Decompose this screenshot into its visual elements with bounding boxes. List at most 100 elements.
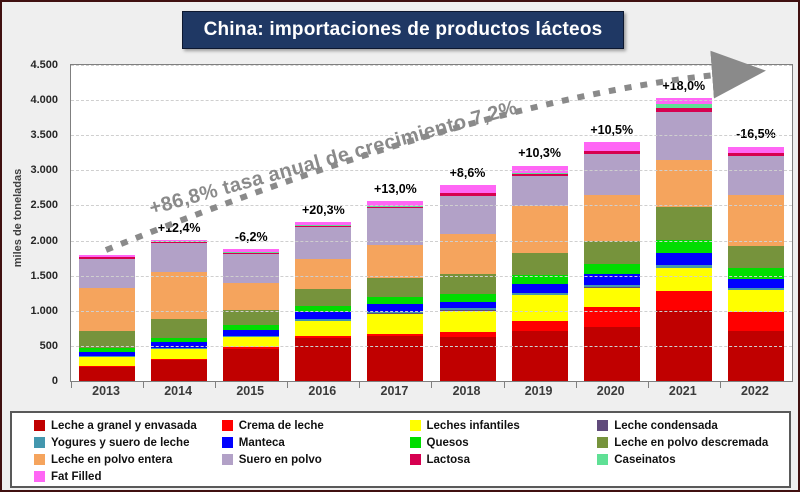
gridline [71,65,792,66]
bar-segment [511,275,568,285]
x-axis-tick [143,382,145,388]
x-axis-label: 2021 [668,384,697,398]
bar-segment [511,321,568,331]
legend-label: Fat Filled [51,470,102,483]
bar-segment [367,304,424,312]
bar-segment [439,308,496,311]
bar-segment [439,273,496,295]
legend-label: Lactosa [426,453,470,466]
y-axis-tick-label: 0 [51,375,58,387]
growth-label: +12,4% [157,220,201,235]
x-axis-tick [359,382,361,388]
x-axis-label: 2022 [740,384,769,398]
legend-label: Crema de leche [238,419,324,432]
bar-segment [655,291,712,311]
y-axis-title: miles de toneladas [12,168,24,268]
x-axis-label: 2016 [308,384,337,398]
bar-segment [655,310,712,381]
bar-segment [439,301,496,309]
bar-segment [151,349,208,359]
growth-label: +10,3% [518,146,561,161]
bar-segment [367,208,424,245]
bar-segment [79,367,136,381]
x-axis-label: 2013 [92,384,120,398]
bar-segment [223,330,280,337]
stacked-bar-2019 [511,165,568,381]
bar-segment [439,310,496,332]
legend-item: Crema de leche [221,417,410,434]
legend-item: Fat Filled [34,468,222,485]
bar-segment [79,330,136,349]
bar-segment [727,153,784,157]
bar-segment [223,336,280,337]
gridline [71,345,792,347]
legend-swatch [34,471,45,482]
y-axis-tick-label: 500 [39,339,58,352]
bars-container: +12,4% -6,2% +20,3% +13,0% +8,6% +10,3% +10,5%… [71,65,792,388]
legend-item: Quesos [409,434,598,451]
bar-segment [511,252,568,276]
legend-swatch [34,420,45,431]
x-axis-tick [647,382,649,388]
legend-swatch [597,454,609,465]
bar-segment [223,310,280,326]
bar-slot-2013 [71,65,143,388]
x-axis-label: 2017 [380,384,409,398]
bar-segment [295,226,352,259]
legend-label: Leche condensada [614,419,718,432]
bar-segment [655,252,712,266]
bar-segment [151,359,208,381]
legend-item: Lactosa [409,451,598,468]
y-axis-tick-label: 2.000 [30,234,58,247]
bar-segment [583,141,640,152]
legend-item: Leche en polvo descremada [597,434,785,451]
bar-segment [439,184,496,193]
growth-label: +13,0% [374,181,417,196]
x-axis-label: 2019 [524,384,553,398]
legend-item: Manteca [221,434,410,451]
bar-segment [583,264,640,274]
bar-slot-2016: +20,3% [287,65,359,388]
bar-segment [583,194,640,242]
bar-segment [655,160,712,207]
bar-segment [727,268,784,279]
bar-segment [223,252,280,254]
bar-segment [223,337,280,347]
bar-segment [727,288,784,291]
legend-swatch [597,437,609,448]
bar-segment [151,242,208,272]
bar-segment [511,205,568,253]
bar-segment [655,206,712,241]
x-axis-tick [575,382,577,388]
y-axis-tick-label: 1.500 [30,269,58,282]
bar-segment [295,289,352,307]
bar-segment [79,366,136,368]
bar-segment [79,348,136,352]
stacked-bar-2018 [439,184,496,381]
legend-label: Caseinatos [614,453,676,466]
gridline [71,100,792,102]
bar-segment [727,146,784,153]
bar-segment [79,258,136,289]
bar-segment [79,357,136,367]
legend-label: Leches infantiles [426,419,520,432]
gridline [71,240,792,242]
bar-segment [511,330,568,381]
bar-segment [727,290,784,312]
bar-segment [151,337,208,342]
stacked-bar-2015 [223,249,280,381]
stacked-bar-2017 [367,200,424,381]
gridline [71,310,792,312]
bar-segment [151,271,208,320]
x-axis-labels: 2013 2014 2015 2016 2017 2018 2019 2020 2021 2022 [70,384,791,398]
bar-segment [151,319,208,338]
bar-segment [367,336,424,381]
y-axis-tick-label: 1.000 [30,304,58,317]
y-axis-tick-label: 3.500 [30,129,58,142]
bar-segment [367,244,424,279]
bar-segment [79,288,136,331]
legend-label: Leche en polvo entera [51,453,173,466]
legend-item: Leche en polvo entera [34,451,222,468]
bar-segment [151,358,208,360]
